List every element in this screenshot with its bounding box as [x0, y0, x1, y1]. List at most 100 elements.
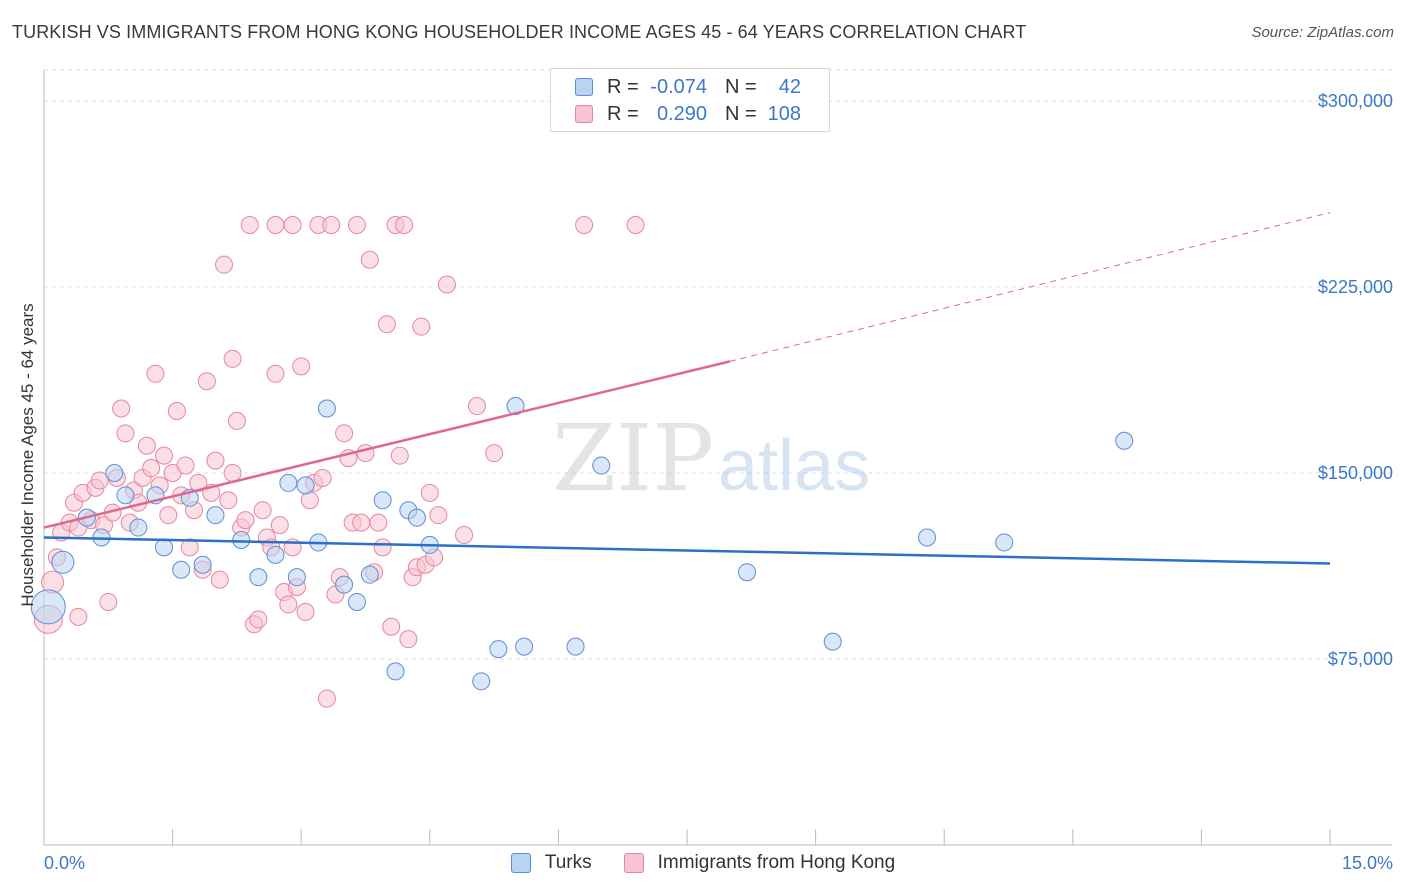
hk-point: [219, 491, 238, 510]
correlation-legend: R = -0.074 N = 42 R = 0.290 N = 108: [550, 68, 830, 132]
hk-trend-line: [43, 360, 731, 529]
turks-point: [738, 563, 757, 582]
turks-point: [266, 545, 285, 564]
turks-point: [155, 538, 174, 557]
hk-point: [317, 689, 336, 708]
hk-point: [373, 538, 392, 557]
turks-point: [232, 530, 251, 549]
turks-point: [1115, 431, 1134, 450]
hk-point: [112, 399, 131, 418]
hk-point: [249, 610, 268, 629]
hk-point: [146, 364, 165, 383]
hk-point: [455, 526, 474, 544]
legend-row-hk: R = 0.290 N = 108: [575, 102, 801, 126]
hk-point: [420, 483, 439, 502]
hk-point: [206, 451, 225, 470]
source-label: Source: ZipAtlas.com: [1251, 24, 1394, 41]
turks-point: [296, 476, 315, 495]
hk-point: [116, 424, 135, 443]
turks-point: [360, 565, 379, 584]
y-tick-label: $150,000: [1318, 463, 1393, 483]
turks-point: [472, 672, 491, 691]
turks-trend-line: [43, 536, 1331, 565]
turks-point: [51, 550, 75, 574]
hk-point: [300, 491, 319, 510]
y-tick-label: $225,000: [1318, 277, 1393, 297]
turks-point: [823, 632, 842, 651]
hk-point: [382, 617, 401, 636]
hk-point: [429, 506, 448, 525]
hk-point: [335, 424, 354, 443]
r-label: R =: [607, 102, 639, 125]
turks-point: [317, 399, 336, 418]
turks-point: [279, 473, 298, 492]
hk-trend-extension: [729, 212, 1331, 362]
turks-point: [347, 592, 366, 611]
hk-point: [395, 216, 414, 234]
hk-point: [223, 464, 242, 482]
n-value: 42: [778, 75, 801, 98]
turks-points: [30, 397, 1134, 691]
hk-point: [210, 570, 229, 589]
hk-point: [266, 364, 285, 383]
hk-point: [412, 317, 431, 336]
r-value: -0.074: [650, 75, 707, 98]
legend-item-hk: Immigrants from Hong Kong: [623, 852, 896, 874]
hk-point: [369, 513, 388, 532]
turks-point: [373, 491, 392, 510]
hk-point: [215, 255, 234, 274]
hk-point: [575, 216, 594, 234]
hk-point: [399, 630, 418, 649]
turks-point: [249, 568, 268, 587]
legend-row-turks: R = -0.074 N = 42: [575, 75, 801, 99]
hk-point: [360, 250, 379, 269]
turks-point: [105, 464, 124, 482]
turks-swatch: [510, 853, 531, 873]
turks-point: [287, 568, 306, 587]
hk-point: [176, 456, 195, 475]
turks-point: [566, 637, 585, 656]
x-tick-label: 0.0%: [44, 853, 85, 873]
hk-point: [236, 511, 255, 530]
turks-swatch: [575, 78, 593, 96]
hk-point: [270, 516, 289, 535]
r-value: 0.290: [656, 102, 707, 125]
hk-swatch: [623, 853, 644, 873]
y-tick-labels: $75,000 $150,000 $225,000 $300,000: [1318, 91, 1393, 669]
watermark-atlas: atlas: [718, 426, 870, 506]
hk-point: [347, 216, 366, 234]
n-label: N =: [725, 75, 757, 98]
n-label: N =: [725, 102, 757, 125]
turks-point: [206, 506, 225, 525]
chart-title: TURKISH VS IMMIGRANTS FROM HONG KONG HOU…: [12, 22, 1027, 42]
x-tick-label: 15.0%: [1342, 853, 1393, 873]
hk-point: [227, 411, 246, 430]
hk-point: [485, 444, 504, 463]
turks-point: [918, 528, 937, 547]
hk-point: [197, 372, 216, 391]
hk-point: [279, 595, 298, 614]
hk-point: [253, 501, 272, 520]
hk-point: [240, 216, 259, 234]
hk-point: [266, 216, 285, 234]
hk-point: [352, 513, 371, 532]
hk-point: [167, 402, 186, 420]
hk-point: [180, 538, 199, 557]
hk-point: [390, 446, 409, 465]
axes: [43, 70, 1392, 846]
turks-point: [193, 555, 212, 574]
hk-point: [292, 357, 311, 376]
turks-point: [386, 662, 405, 681]
x-tick-labels: 0.0% 15.0%: [44, 853, 1393, 873]
turks-point: [592, 456, 611, 475]
watermark-zip: ZIP: [552, 405, 714, 512]
series-legend: Turks Immigrants from Hong Kong: [0, 852, 1406, 874]
hk-point: [437, 275, 456, 294]
hk-point: [377, 315, 396, 334]
legend-label-turks: Turks: [544, 852, 592, 873]
legend-label-hk: Immigrants from Hong Kong: [657, 852, 896, 873]
hk-point: [467, 397, 486, 416]
hk-point: [137, 436, 156, 455]
hk-point: [313, 468, 332, 487]
